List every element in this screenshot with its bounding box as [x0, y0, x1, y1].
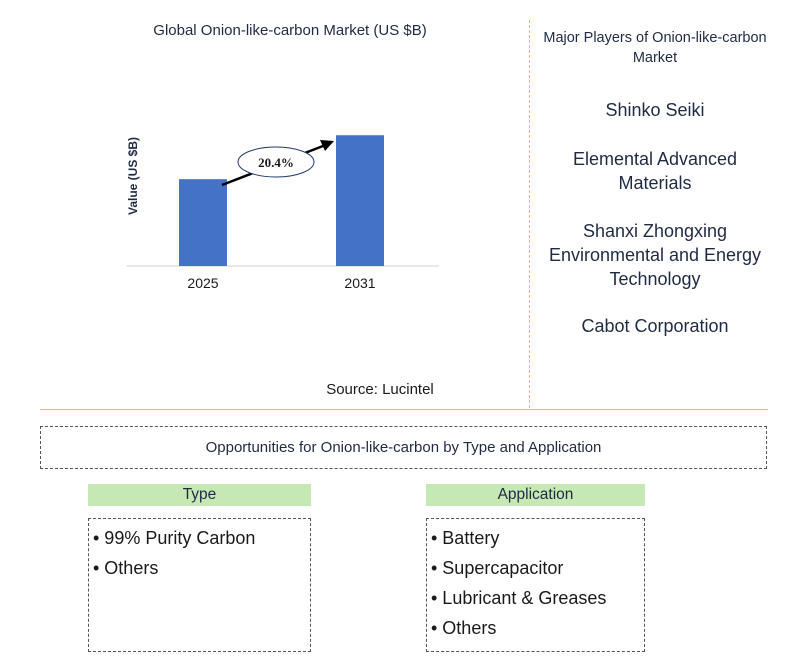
x-tick-label: 2031 [344, 275, 375, 291]
player-item: Elemental Advanced Materials [572, 149, 738, 193]
cagr-label: 20.4% [258, 155, 294, 170]
growth-arrow-head [320, 140, 334, 151]
opportunities-title: Opportunities for Onion-like-carbon by T… [40, 426, 767, 469]
list-item: • Supercapacitor [431, 558, 564, 578]
list-item: • Others [431, 618, 497, 638]
source-note: Source: Lucintel [326, 381, 434, 398]
player-item: Cabot Corporation [581, 316, 729, 336]
player-item: Shanxi Zhongxing Environmental and Energ… [548, 221, 762, 289]
bar-chart: Value (US $B) 2025 2031 20.4% [126, 135, 439, 291]
list-item: • 99% Purity Carbon [93, 528, 256, 548]
x-tick-label: 2025 [187, 275, 218, 291]
players-heading: Major Players of Onion-like-carbon Marke… [543, 30, 767, 66]
chart-title: Global Onion-like-carbon Market (US $B) [153, 22, 427, 39]
cagr-ellipse [237, 146, 315, 178]
type-heading: Type [88, 484, 311, 506]
list-item: • Lubricant & Greases [431, 588, 607, 608]
y-axis-label: Value (US $B) [126, 137, 140, 215]
type-list: • 99% Purity Carbon • Others [88, 518, 311, 652]
player-item: Shinko Seiki [605, 100, 705, 120]
bar-2025 [179, 179, 227, 266]
application-heading: Application [426, 484, 645, 506]
bar-2031 [336, 135, 384, 266]
list-item: • Others [93, 558, 159, 578]
application-list: • Battery • Supercapacitor • Lubricant &… [426, 518, 645, 652]
horizontal-divider [40, 409, 768, 410]
list-item: • Battery [431, 528, 500, 548]
vertical-divider [529, 20, 530, 408]
